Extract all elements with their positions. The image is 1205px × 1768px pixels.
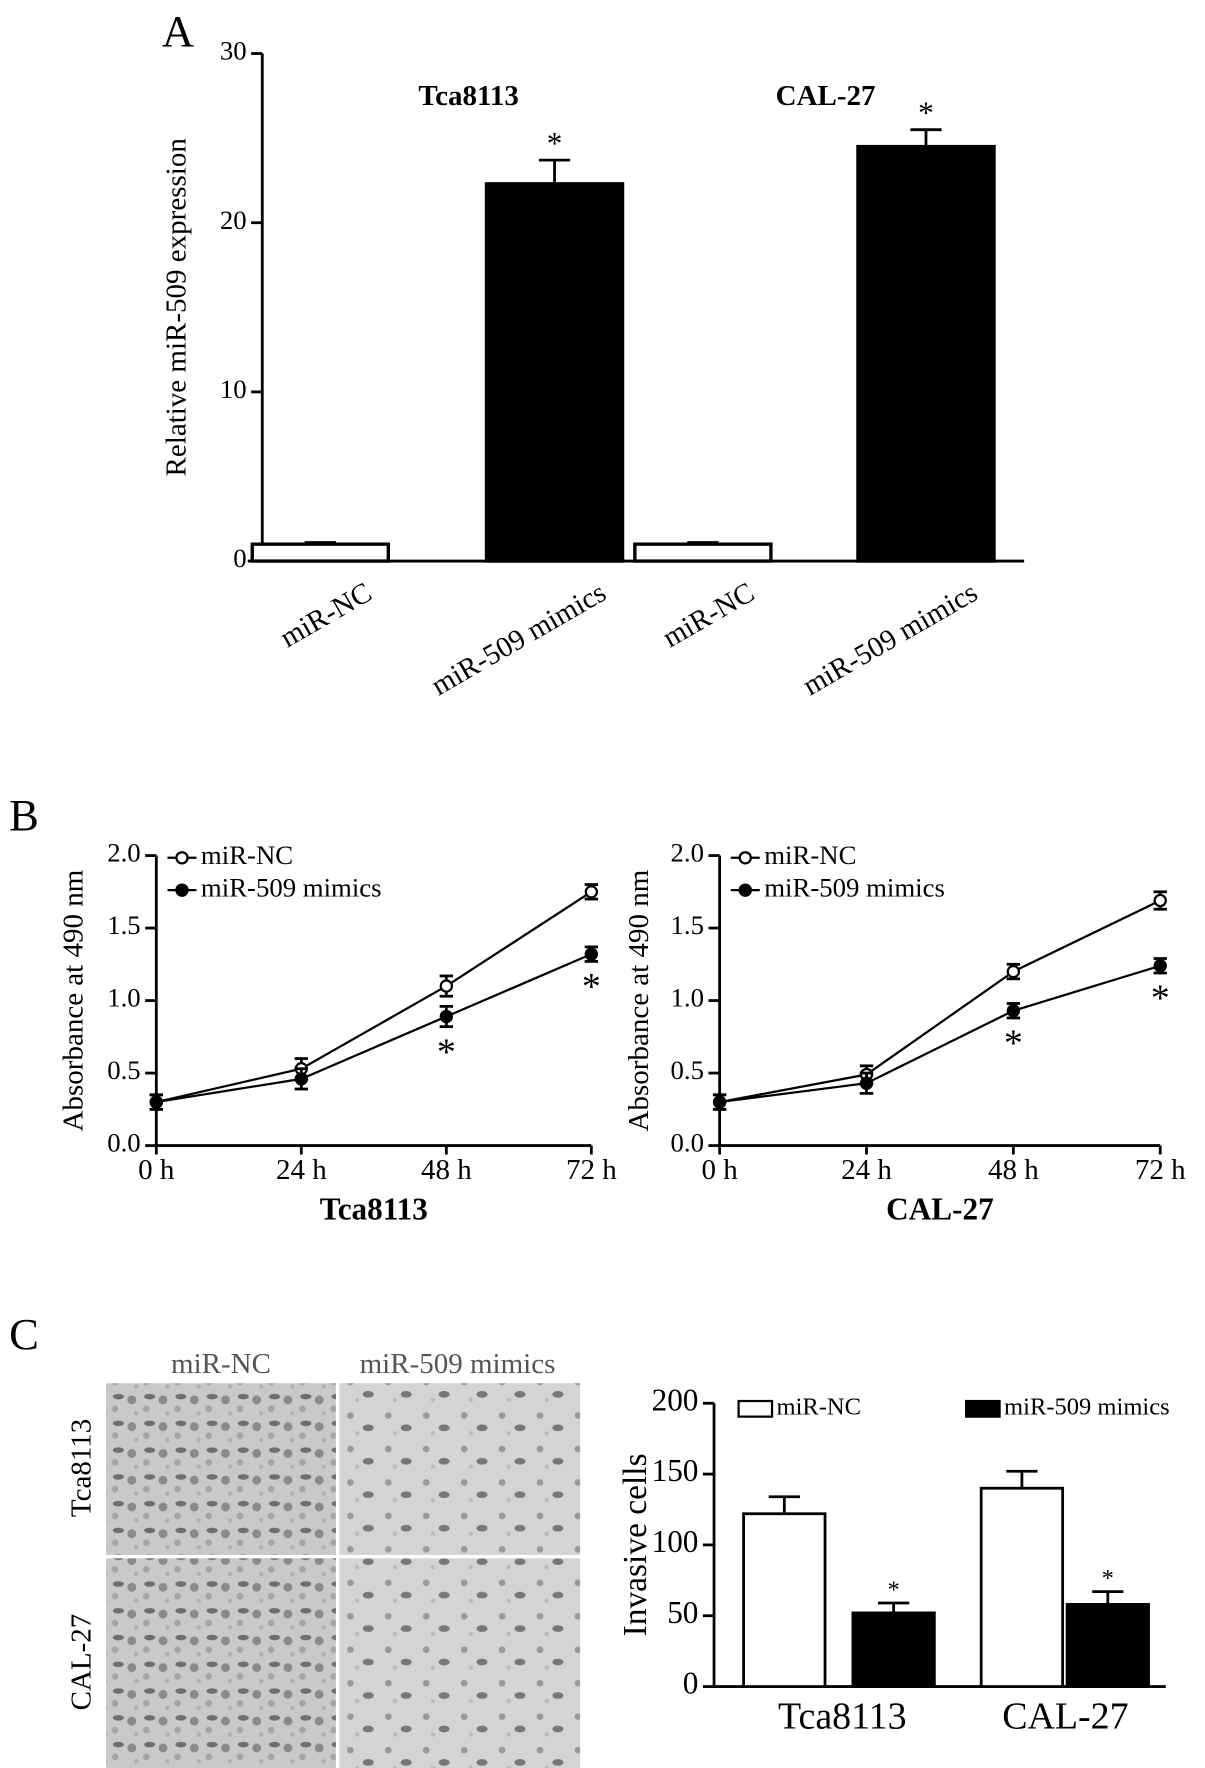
micrograph [106,1558,336,1768]
panel-label: A [162,6,194,56]
bar [856,144,996,563]
bar [742,1512,827,1688]
x-tick-label: miR-NC [657,576,760,654]
x-tick-label: miR-509 mimics [797,576,983,702]
row-label: CAL-27 [65,1614,97,1711]
x-tick-label: CAL-27 [1002,1696,1128,1738]
y-axis-label: Invasive cells [617,1453,654,1636]
x-tick-label: 72 h [1135,1154,1186,1186]
y-tick-label: 1.0 [107,983,140,1013]
point [1153,959,1167,973]
x-tick-label: 48 h [988,1154,1039,1186]
bar [633,542,773,563]
line [719,964,1161,1104]
y-axis-label: Relative miR-509 expression [160,138,192,477]
bar [1065,1603,1150,1688]
y-tick-label: 10 [220,374,247,404]
y-tick-label: 0 [683,1666,699,1701]
annotation: * [1102,1565,1114,1592]
y-tick-label: 0.0 [671,1128,704,1158]
x-tick-label: miR-NC [275,576,378,654]
y-tick-label: 20 [220,205,247,235]
point [712,1095,727,1109]
legend-label: miR-NC [777,1393,862,1420]
annotation: * [437,1031,456,1073]
x-axis-label: Tca8113 [320,1192,428,1227]
bar [484,182,625,563]
annotation: * [888,1576,900,1603]
panel-label: B [9,790,39,840]
legend-marker [175,883,189,897]
y-tick-label: 1.5 [671,910,704,940]
micrograph [339,1558,581,1768]
x-tick-label: miR-509 mimics [426,576,612,702]
x-tick-label: Tca8113 [778,1696,907,1738]
legend-marker [738,851,752,865]
y-tick-label: 0.0 [107,1128,140,1158]
group-label: CAL-27 [776,80,876,112]
bar [250,542,391,563]
x-tick-label: 0 h [138,1154,175,1186]
row-label: Tca8113 [65,1419,97,1517]
micrograph [339,1383,581,1555]
y-axis-label: Absorbance at 490 nm [58,869,90,1131]
y-tick-label: 50 [667,1595,698,1630]
point [859,1076,874,1090]
y-tick-label: 0 [233,543,246,573]
column-label: miR-NC [171,1348,271,1380]
micrograph [106,1383,336,1555]
line [719,899,1161,1104]
y-tick-label: 100 [652,1524,699,1559]
point [439,1009,454,1024]
group-label: Tca8113 [418,80,518,112]
y-tick-label: 0.5 [671,1055,704,1085]
annotation: * [582,966,601,1008]
x-tick-label: 0 h [701,1154,738,1186]
point [1006,1004,1021,1018]
point [584,947,599,961]
legend-label: miR-509 mimics [1004,1393,1170,1420]
annotation: * [1151,978,1170,1020]
y-tick-label: 1.0 [671,983,704,1013]
legend-swatch [737,1399,774,1418]
point [584,885,599,899]
y-tick-label: 30 [220,36,247,66]
line [156,890,592,1104]
point [1006,964,1021,979]
point [149,1095,164,1109]
bar [979,1486,1065,1688]
annotation: * [547,126,563,161]
y-tick-label: 150 [652,1453,699,1488]
column-label: miR-509 mimics [360,1348,556,1380]
y-tick-label: 1.5 [107,910,140,940]
x-tick-label: 24 h [276,1154,327,1186]
legend-label: miR-509 mimics [764,872,945,902]
y-tick-label: 2.0 [671,838,704,868]
y-axis-label: Absorbance at 490 nm [623,869,655,1131]
panel-label: C [9,1309,39,1359]
x-tick-label: 72 h [566,1154,617,1186]
x-axis-label: CAL-27 [886,1192,994,1227]
y-tick-label: 0.5 [107,1055,140,1085]
line [156,953,592,1104]
point [1153,893,1167,908]
x-tick-label: 48 h [421,1154,472,1186]
point [439,979,454,993]
legend-label: miR-NC [201,840,293,870]
point [294,1072,309,1086]
legend-marker [738,883,752,897]
micrograph-grid: miR-NC miR-509 mimics Tca8113 CAL-27 [65,1348,581,1768]
y-tick-label: 200 [652,1382,699,1417]
legend-label: miR-NC [764,840,856,870]
legend-swatch [965,1399,1001,1418]
y-tick-label: 2.0 [107,838,140,868]
legend-marker [175,851,189,865]
annotation: * [1004,1023,1023,1065]
bar [851,1611,936,1688]
annotation: * [918,95,934,130]
legend-label: miR-509 mimics [201,872,382,902]
x-tick-label: 24 h [841,1154,892,1186]
